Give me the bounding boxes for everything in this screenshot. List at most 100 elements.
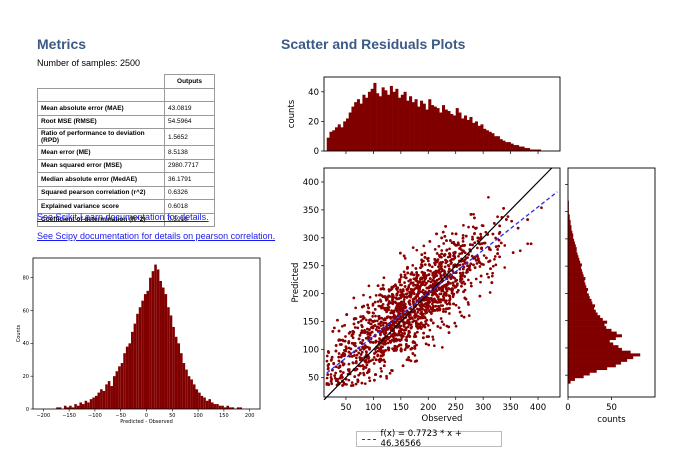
scatter-point [416,317,420,321]
scatter-point [413,347,417,350]
predicted-bar [568,377,575,381]
scatter-point [403,332,406,335]
scatter-point [396,304,399,308]
residual-bar [110,386,113,409]
observed-bar [532,149,536,151]
scatter-point [377,340,381,344]
scatter-point [454,303,458,307]
residual-bar [236,407,240,409]
predicted-bar [568,282,586,286]
scatter-point [462,290,465,294]
scatter-point [494,236,497,240]
residual-bar [167,307,170,409]
scatter-point [422,331,425,335]
scatter-point [390,287,394,290]
predicted-x-axis-label: counts [597,415,626,425]
scatter-point [436,325,440,328]
scatter-point [378,360,382,363]
scatter-point [418,323,422,327]
predicted-bar [568,238,575,242]
scatter-point [339,355,343,359]
scatter-point [374,373,377,376]
scatter-point [398,280,401,284]
scatter-point [402,320,405,324]
scatter-point [452,276,455,279]
scatter-point [441,230,445,234]
scatter-point [390,309,393,312]
scatter-point [484,230,488,234]
observed-bar [450,114,454,151]
identity-line [323,167,553,401]
scatter-point [425,303,429,307]
observed-bar [431,105,435,151]
scatter-point [453,321,457,325]
scatter-point [443,234,447,238]
sklearn-docs-link[interactable]: See Scikit-Learn documentation for detai… [37,212,209,222]
scatter-point [463,244,466,247]
predicted-bar [568,277,586,281]
scatter-point [359,315,363,319]
residual-bar [63,405,67,409]
scatter-point [460,281,464,285]
scatter-point [358,372,362,375]
scatter-point [383,318,387,322]
scatter-point [377,314,381,318]
scatter-point [472,263,475,267]
observed-bar [527,148,531,151]
table-row: Squared pearson correlation (r^2) 0.6326 [37,185,215,200]
scatter-point [463,275,466,278]
residual-y-tick-label: 80 [23,275,29,281]
scatter-point [354,349,358,353]
scatter-point [463,282,467,286]
scatter-y-tick-label: 350 [303,206,319,216]
scatter-point [411,281,415,285]
scatter-y-tick-label: 100 [303,346,319,356]
scatter-point [436,260,439,264]
scatter-point [402,270,406,274]
scatter-point [439,298,443,301]
scipy-docs-link[interactable]: See Scipy documentation for details on p… [37,231,276,241]
scatter-point [415,248,419,252]
residual-bar [198,392,201,409]
scatter-point [357,337,361,341]
scatter-point [473,266,477,269]
scatter-point [337,359,341,363]
scatter-point [389,311,393,315]
observed-y-tick-label: 20 [308,117,319,127]
scatter-point [381,323,385,327]
scatter-point [364,350,368,353]
scatter-point [454,285,458,289]
observed-bar [494,136,498,151]
scatter-point [337,366,341,370]
scatter-point [454,243,458,247]
scatter-point [420,277,424,281]
scatter-point [487,195,490,199]
observed-bar [466,119,470,151]
scatter-point [419,316,422,320]
observed-bar [420,100,424,151]
observed-bar [463,115,467,151]
scatter-point [418,280,422,284]
observed-bar [417,106,421,151]
scatter-point [326,382,330,386]
scatter-point [357,351,361,355]
scatter-point [498,255,501,259]
predicted-x-tick-label: 0 [565,403,570,413]
scatter-point [497,232,501,235]
scatter-point [420,253,424,256]
scatter-point [503,244,507,247]
scatter-point [441,298,445,302]
scatter-point [347,378,351,382]
observed-bar [387,94,391,151]
scatter-point [416,314,420,318]
predicted-bar [568,230,573,234]
scatter-point [371,315,374,318]
scatter-point [412,273,416,277]
scatter-point [428,240,432,243]
predicted-bar [568,301,593,305]
observed-bar [524,148,528,151]
scatter-point [367,284,371,288]
scatter-point [333,374,337,377]
scatter-point [369,322,373,326]
scatter-point [394,308,398,312]
